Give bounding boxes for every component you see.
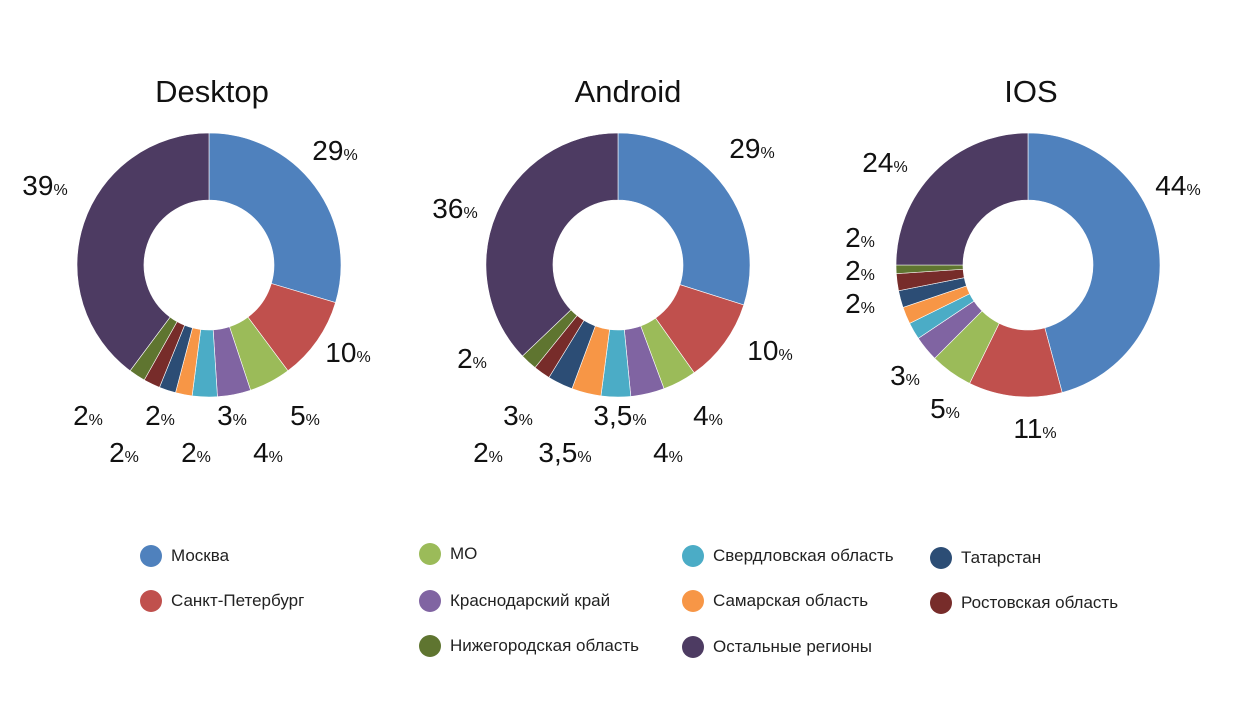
- legend-label: МО: [450, 544, 478, 563]
- data-label: 3%: [890, 360, 920, 391]
- data-label: 39%: [22, 170, 67, 201]
- legend-label: Татарстан: [961, 548, 1042, 567]
- donut-slice: [617, 132, 751, 306]
- donut-slice: [1027, 132, 1161, 393]
- data-label: 29%: [729, 133, 774, 164]
- legend-label: Нижегородская область: [450, 636, 639, 655]
- data-label: 10%: [747, 335, 792, 366]
- donut-slice: [895, 132, 1029, 266]
- chart-title-desktop: Desktop: [155, 74, 269, 109]
- data-label: 5%: [290, 400, 320, 431]
- donut-slice: [485, 132, 619, 357]
- data-label: 4%: [253, 437, 283, 468]
- data-label: 2%: [473, 437, 503, 468]
- data-label: 2%: [845, 255, 875, 286]
- data-label: 3,5%: [538, 437, 591, 468]
- donut-slice: [76, 132, 210, 372]
- legend-label: Краснодарский край: [450, 591, 611, 610]
- data-label: 2%: [145, 400, 175, 431]
- legend-label: Санкт-Петербург: [171, 591, 305, 610]
- data-label: 3%: [217, 400, 247, 431]
- data-label: 11%: [1013, 413, 1056, 444]
- data-label: 3,5%: [593, 400, 646, 431]
- legend-item: Остальные регионы: [682, 636, 872, 658]
- legend-swatch: [140, 545, 162, 567]
- legend-label: Москва: [171, 546, 230, 565]
- legend-swatch: [419, 543, 441, 565]
- data-label: 44%: [1155, 170, 1200, 201]
- legend-swatch: [930, 592, 952, 614]
- data-label: 2%: [845, 222, 875, 253]
- data-label: 10%: [325, 337, 370, 368]
- data-label: 29%: [312, 135, 357, 166]
- data-label: 24%: [862, 147, 907, 178]
- legend-label: Свердловская область: [713, 546, 894, 565]
- legend-swatch: [419, 635, 441, 657]
- legend-item: Свердловская область: [682, 545, 894, 567]
- legend-item: Ростовская область: [930, 592, 1118, 614]
- data-label: 2%: [457, 343, 487, 374]
- data-label: 2%: [845, 288, 875, 319]
- data-label: 36%: [432, 193, 477, 224]
- data-label: 3%: [503, 400, 533, 431]
- data-label: 2%: [181, 437, 211, 468]
- chart-title-ios: IOS: [1004, 74, 1058, 109]
- data-label: 2%: [109, 437, 139, 468]
- data-label: 4%: [653, 437, 683, 468]
- legend-swatch: [930, 547, 952, 569]
- legend-item: Москва: [140, 545, 229, 567]
- data-label: 2%: [73, 400, 103, 431]
- legend-item: Краснодарский край: [419, 590, 610, 612]
- legend-item: МО: [419, 543, 477, 565]
- legend-label: Остальные регионы: [713, 637, 873, 656]
- legend-swatch: [682, 590, 704, 612]
- legend-swatch: [682, 636, 704, 658]
- donut-slice: [208, 132, 342, 303]
- legend-label: Самарская область: [713, 591, 869, 610]
- legend-swatch: [682, 545, 704, 567]
- legend-swatch: [140, 590, 162, 612]
- legend-label: Ростовская область: [961, 593, 1119, 612]
- data-label: 4%: [693, 400, 723, 431]
- legend-item: Татарстан: [930, 547, 1041, 569]
- data-label: 5%: [930, 393, 960, 424]
- chart-title-android: Android: [574, 74, 682, 109]
- legend-swatch: [419, 590, 441, 612]
- legend-item: Нижегородская область: [419, 635, 639, 657]
- legend-item: Санкт-Петербург: [140, 590, 304, 612]
- legend-item: Самарская область: [682, 590, 868, 612]
